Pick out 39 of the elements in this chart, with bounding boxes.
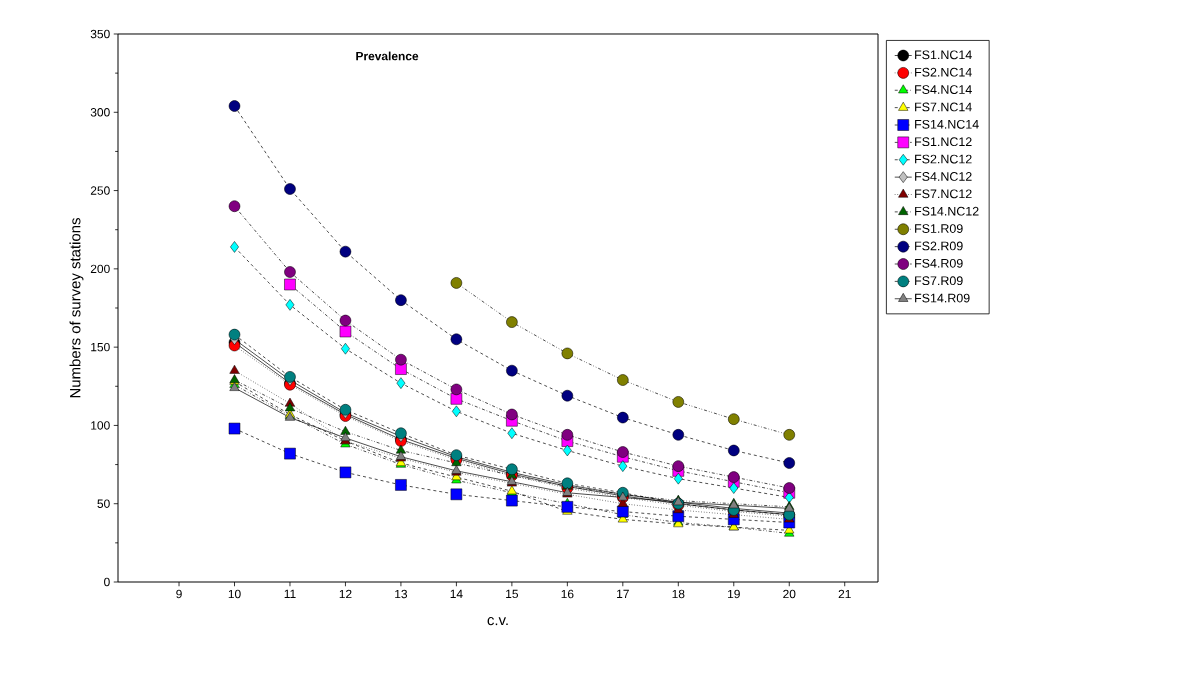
y-tick-label: 50 — [97, 499, 110, 508]
legend-label: FS4.NC14 — [915, 85, 972, 94]
x-tick-label: 14 — [450, 589, 463, 598]
y-axis-title: Numbers of survey stations — [69, 218, 84, 398]
legend-label: FS2.R09 — [915, 241, 963, 251]
x-tick-label: 18 — [672, 589, 685, 599]
legend-label: FS7.NC14 — [915, 102, 972, 112]
legend-label: FS2.NC14 — [915, 67, 972, 77]
legend-label: FS7.R09 — [915, 276, 963, 286]
legend-label: FS14.NC12 — [915, 206, 979, 216]
legend-label: FS1.R09 — [915, 224, 963, 233]
y-tick-label: 300 — [90, 108, 110, 117]
legend-label: FS1.NC14 — [915, 50, 972, 60]
y-tick-label: 100 — [91, 421, 110, 430]
y-tick-label: 150 — [91, 342, 110, 352]
x-tick-label: 16 — [561, 589, 574, 599]
x-tick-label: 12 — [339, 589, 352, 599]
legend-label: FS14.NC14 — [915, 119, 979, 129]
x-tick-label: 10 — [228, 589, 241, 599]
x-tick-label: 20 — [783, 589, 796, 599]
text: Prevalence — [356, 51, 419, 61]
legend-label: FS14.R09 — [915, 293, 970, 303]
legend-label: FS4.R09 — [915, 258, 963, 268]
x-tick-label: 9 — [176, 589, 182, 599]
x-tick-label: 13 — [395, 589, 408, 599]
legend-label: FS1.NC12 — [915, 137, 972, 147]
x-axis-title: c.v. — [487, 617, 508, 626]
y-tick-label: 0 — [104, 577, 110, 587]
y-tick-label: 200 — [90, 264, 110, 274]
y-tick-label: 250 — [90, 186, 110, 195]
x-tick-label: 21 — [838, 589, 851, 599]
x-tick-label: 11 — [284, 589, 296, 598]
legend-label: FS4.NC12 — [915, 172, 972, 181]
legend-label: FS2.NC12 — [915, 154, 972, 164]
x-tick-label: 17 — [617, 589, 629, 598]
x-tick-label: 19 — [728, 589, 740, 599]
legend-label: FS7.NC12 — [915, 189, 972, 199]
y-tick-label: 350 — [90, 29, 110, 39]
x-tick-label: 15 — [506, 589, 519, 599]
